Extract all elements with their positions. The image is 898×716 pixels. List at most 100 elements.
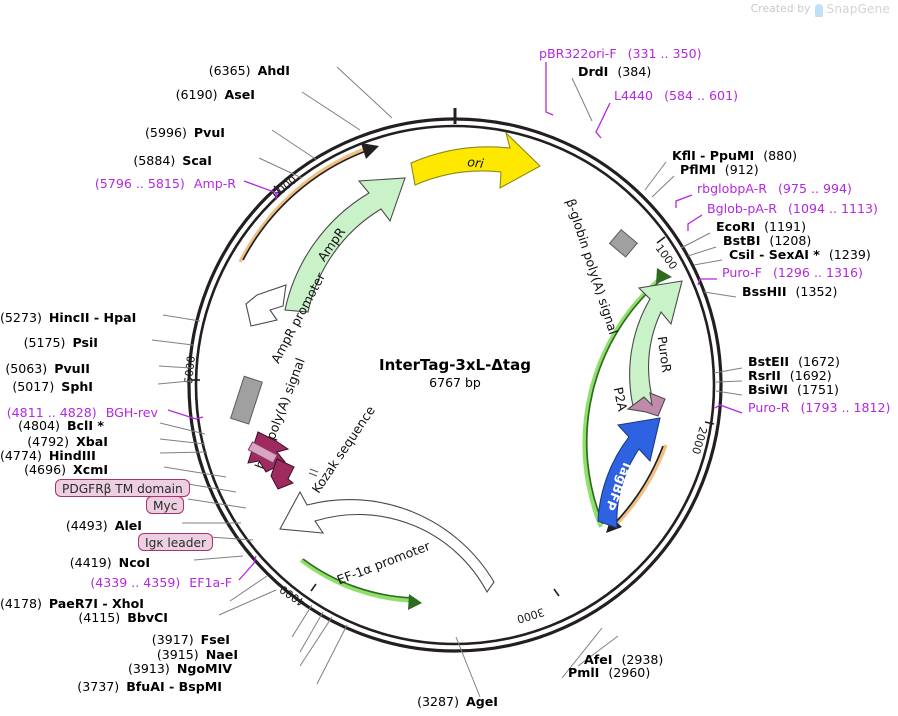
primer-name: L4440: [614, 88, 654, 103]
enzyme-position: (1692): [789, 368, 832, 383]
enzyme-position: (3915): [156, 647, 199, 662]
enzyme-name: PmlI: [568, 665, 600, 680]
enzyme-site: (3915) NaeI: [0, 647, 238, 662]
enzyme-name: AfeI: [584, 652, 613, 667]
enzyme-name: EcoRI: [716, 219, 756, 234]
enzyme-position: (3913): [127, 661, 170, 676]
enzyme-position: (1352): [795, 284, 838, 299]
enzyme-position: (1751): [797, 382, 839, 397]
enzyme-site: (6190) AseI: [0, 87, 255, 102]
enzyme-name: BbvCI: [127, 610, 168, 625]
enzyme-position: (4804): [18, 418, 60, 433]
enzyme-position: (5273): [0, 310, 42, 325]
enzyme-name: PaeR7I - XhoI: [48, 596, 144, 611]
enzyme-site: (4115) BbvCI: [0, 610, 168, 625]
enzyme-site: BstBI (1208): [723, 233, 811, 248]
enzyme-name: FseI: [200, 632, 230, 647]
primer-range: (975 .. 994): [778, 181, 852, 196]
primer-name: Bglob-pA-R: [707, 201, 778, 216]
enzyme-name: BclI *: [66, 418, 104, 433]
primer-binding-site: (5796 .. 5815) Amp-R: [0, 176, 236, 191]
enzyme-position: (2960): [608, 665, 651, 680]
primer-name: BGH-rev: [105, 405, 158, 420]
primer-name: Amp-R: [193, 176, 236, 191]
enzyme-name: PvuI: [193, 125, 225, 140]
primer-range: (4811 .. 4828): [6, 405, 97, 420]
enzyme-site: (5996) PvuI: [0, 125, 225, 140]
enzyme-name: HindIII: [48, 448, 96, 463]
enzyme-name: RsrII: [748, 368, 781, 383]
primer-name: rbglobpA-R: [697, 181, 767, 196]
enzyme-site: BssHII (1352): [742, 284, 837, 299]
enzyme-position: (2938): [621, 652, 664, 667]
enzyme-name: KflI - PpuMI: [672, 148, 755, 163]
enzyme-position: (5017): [12, 379, 55, 394]
ruler-tick-label: 5000: [182, 355, 198, 384]
enzyme-name: NaeI: [205, 647, 238, 662]
enzyme-position: (1239): [828, 247, 871, 262]
enzyme-site: (4774) HindIII: [0, 448, 96, 463]
enzyme-site: RsrII (1692): [748, 368, 832, 383]
enzyme-position: (4419): [69, 555, 112, 570]
enzyme-position: (384): [617, 64, 652, 79]
leader-lines-right: [545, 62, 743, 679]
primer-range: (1296 .. 1316): [772, 265, 863, 280]
enzyme-site: BstEII (1672): [748, 354, 840, 369]
enzyme-site: (3737) BfuAI - BspMI: [0, 679, 222, 694]
enzyme-name: PflMI: [680, 162, 716, 177]
enzyme-name: NgoMIV: [176, 661, 232, 676]
enzyme-position: (4774): [0, 448, 42, 463]
enzyme-site: KflI - PpuMI (880): [672, 148, 797, 163]
enzyme-name: HincII - HpaI: [48, 310, 137, 325]
enzyme-site: PmlI (2960): [568, 665, 650, 680]
enzyme-position: (6190): [175, 87, 218, 102]
primer-range: (1793 .. 1812): [800, 400, 891, 415]
enzyme-site: (3913) NgoMIV: [0, 661, 232, 676]
enzyme-position: (5884): [133, 153, 176, 168]
enzyme-site: (5273) HincII - HpaI: [0, 310, 136, 325]
feature-tag-box: Myc: [146, 496, 185, 514]
primer-range: (5796 .. 5815): [94, 176, 185, 191]
primer-binding-site: Puro-R (1793 .. 1812): [748, 400, 890, 415]
primer-binding-site: pBR322ori-F (331 .. 350): [539, 46, 702, 61]
snapgene-credit: Created by SnapGene: [750, 2, 890, 17]
enzyme-site: (4696) XcmI: [0, 462, 108, 477]
enzyme-position: (5175): [23, 335, 66, 350]
enzyme-site: (4792) XbaI: [0, 434, 108, 449]
enzyme-position: (912): [724, 162, 759, 177]
enzyme-name: AleI: [114, 518, 142, 533]
enzyme-site: (3287) AgeI: [0, 694, 498, 709]
enzyme-name: XbaI: [76, 434, 108, 449]
primer-binding-site: (4811 .. 4828) BGH-rev: [0, 405, 158, 420]
enzyme-position: (4696): [24, 462, 67, 477]
enzyme-name: ScaI: [182, 153, 212, 168]
primer-name: Puro-R: [748, 400, 790, 415]
enzyme-position: (3737): [77, 679, 120, 694]
feature-label-p2a: P2A: [611, 386, 631, 413]
enzyme-site: BsiWI (1751): [748, 382, 839, 397]
enzyme-position: (5996): [145, 125, 187, 140]
feature-tag-box: Igκ leader: [138, 533, 213, 551]
primer-binding-site: Bglob-pA-R (1094 .. 1113): [707, 201, 878, 216]
primer-range: (4339 .. 4359): [90, 575, 181, 590]
enzyme-position: (4493): [65, 518, 108, 533]
enzyme-site: (5063) PvuII: [0, 361, 90, 376]
feature-label-ori: ori: [467, 154, 486, 171]
enzyme-position: (880): [763, 148, 798, 163]
primer-name: EF1a-F: [189, 575, 232, 590]
enzyme-site: (5884) ScaI: [0, 153, 212, 168]
enzyme-position: (1208): [769, 233, 812, 248]
primer-range: (584 .. 601): [664, 88, 738, 103]
enzyme-name: BfuAI - BspMI: [126, 679, 222, 694]
enzyme-site: EcoRI (1191): [716, 219, 806, 234]
enzyme-position: (4792): [27, 434, 70, 449]
credit-prefix: Created by: [750, 3, 811, 15]
enzyme-site: (6365) AhdI: [0, 63, 290, 78]
primer-binding-site: L4440 (584 .. 601): [614, 88, 738, 103]
credit-brand: SnapGene: [826, 2, 890, 16]
primer-binding-site: (4339 .. 4359) EF1a-F: [0, 575, 232, 590]
enzyme-name: AgeI: [466, 694, 498, 709]
plasmid-size: 6767 bp: [429, 375, 481, 390]
